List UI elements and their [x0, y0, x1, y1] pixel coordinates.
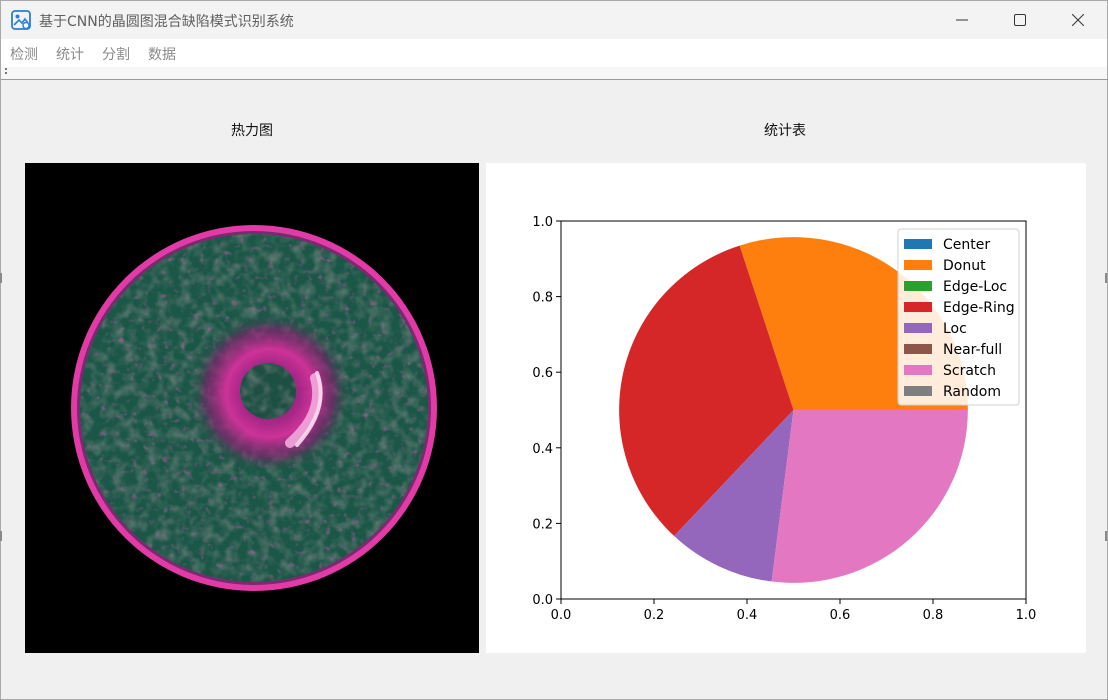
y-tick-label: 0.2 — [532, 517, 553, 532]
minimize-icon — [956, 19, 968, 21]
legend-swatch-edge-loc — [904, 281, 932, 291]
toolbar — [1, 67, 1107, 80]
legend-label-center: Center — [943, 237, 990, 253]
right-edge-mark — [1105, 531, 1107, 541]
legend-swatch-donut — [904, 260, 932, 270]
legend-label-near-full: Near-full — [943, 342, 1002, 358]
minimize-button[interactable] — [933, 1, 991, 39]
menu-item-detect[interactable]: 检测 — [10, 47, 38, 63]
right-edge-mark — [1105, 273, 1107, 283]
legend-label-scratch: Scratch — [943, 363, 996, 379]
legend-label-random: Random — [943, 384, 1001, 400]
legend-label-edge-ring: Edge-Ring — [943, 300, 1015, 316]
heatmap-label: 热力图 — [231, 123, 273, 139]
app-icon — [11, 10, 31, 30]
statistics-pie-chart: 0.0 0.2 0.4 0.6 0.8 1.0 0.0 0.2 0.4 0.6 0.8 1.0 Ce… — [532, 215, 1037, 623]
legend-swatch-edge-ring — [904, 302, 932, 312]
legend-label-donut: Donut — [943, 258, 986, 274]
statistics-chart-panel: 0.0 0.2 0.4 0.6 0.8 1.0 0.0 0.2 0.4 0.6 0.8 1.0 Ce… — [486, 163, 1086, 653]
x-tick-label: 0.4 — [737, 608, 758, 623]
close-icon — [1072, 14, 1084, 26]
x-tick-label: 1.0 — [1016, 608, 1037, 623]
menu-item-data[interactable]: 数据 — [148, 47, 176, 63]
x-tick-label: 0.2 — [644, 608, 665, 623]
title-bar[interactable]: 基于CNN的晶圆图混合缺陷模式识别系统 — [1, 1, 1107, 39]
legend-label-edge-loc: Edge-Loc — [943, 279, 1007, 295]
legend-swatch-random — [904, 386, 932, 396]
menu-item-segment[interactable]: 分割 — [102, 47, 130, 63]
wafer-heatmap — [25, 163, 479, 653]
legend-swatch-loc — [904, 323, 932, 333]
maximize-button[interactable] — [991, 1, 1049, 39]
toolbar-grip-icon[interactable] — [5, 68, 7, 76]
legend-swatch-near-full — [904, 344, 932, 354]
left-edge-mark — [0, 531, 2, 541]
menu-item-statistics[interactable]: 统计 — [56, 47, 84, 63]
pie-slice-scratch — [771, 410, 968, 583]
legend-label-loc: Loc — [943, 321, 967, 337]
wafer-heatmap-image — [25, 163, 479, 653]
menu-bar: 检测 统计 分割 数据 — [1, 39, 1107, 67]
y-tick-label: 0.8 — [532, 291, 553, 306]
x-tick-label: 0.8 — [923, 608, 944, 623]
pie-slice-edge-ring — [619, 245, 794, 537]
close-button[interactable] — [1049, 1, 1107, 39]
y-tick-label: 0.0 — [532, 593, 553, 608]
y-tick-label: 1.0 — [532, 215, 553, 230]
pie-slice-loc — [674, 410, 794, 582]
x-tick-label: 0.6 — [830, 608, 851, 623]
axes-frame — [560, 220, 1027, 600]
y-tick-label: 0.6 — [532, 366, 553, 381]
y-tick-label: 0.4 — [532, 442, 553, 457]
maximize-icon — [1014, 14, 1026, 26]
left-edge-mark — [0, 273, 2, 283]
legend-swatch-center — [904, 239, 932, 249]
stats-label: 统计表 — [764, 123, 806, 139]
legend-swatch-scratch — [904, 365, 932, 375]
legend-box — [897, 228, 1020, 406]
x-tick-label: 0.0 — [551, 608, 572, 623]
window-title: 基于CNN的晶圆图混合缺陷模式识别系统 — [39, 14, 294, 30]
